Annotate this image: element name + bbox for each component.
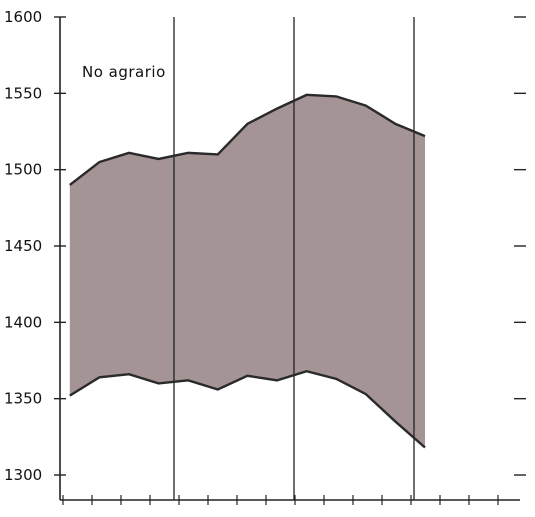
y-tick-label: 1600 (4, 8, 42, 26)
axes-layer (54, 16, 526, 505)
tick-label-layer: 1300 1350 1400 1450 1500 1550 1600 (4, 8, 42, 484)
chart-annotation: No agrario (82, 63, 166, 81)
y-tick-label: 1500 (4, 161, 42, 179)
y-tick-label: 1400 (4, 313, 42, 331)
band-fill (69, 94, 426, 448)
series-line-layer (69, 93, 426, 449)
y-tick-label: 1550 (4, 84, 42, 102)
y-tick-label: 1350 (4, 390, 42, 408)
y-tick-label: 1300 (4, 466, 42, 484)
lower-series-line (69, 369, 426, 449)
grid-layer (173, 17, 415, 500)
upper-series-line (69, 93, 426, 186)
band-area-layer (69, 94, 426, 448)
y-tick-label: 1450 (4, 237, 42, 255)
